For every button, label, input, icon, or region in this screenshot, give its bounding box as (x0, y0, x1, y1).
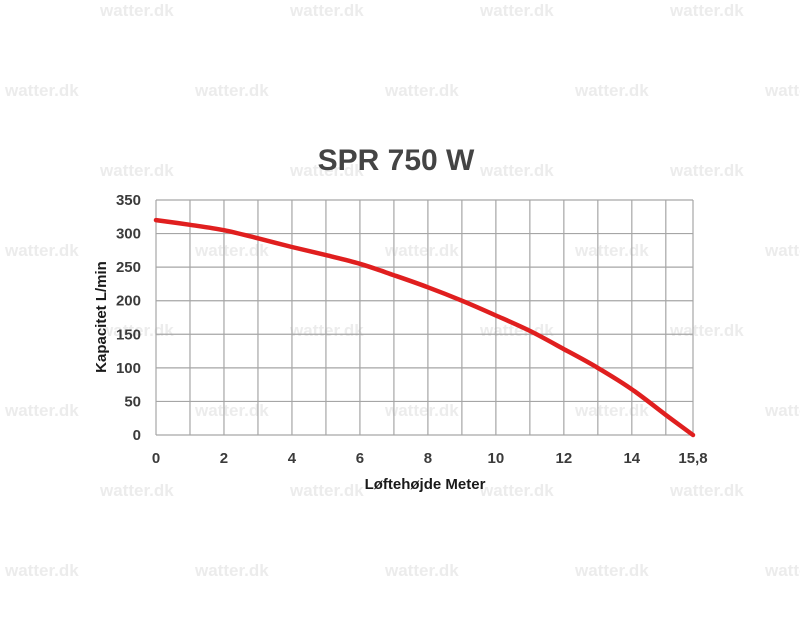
y-tick-label: 350 (116, 192, 141, 209)
watermark-text: watter.dk (669, 1, 744, 20)
y-axis-ticks: 0 50 100 150 200 250 300 350 (116, 192, 141, 444)
watermark-text: watter.dk (194, 241, 269, 260)
x-axis-ticks: 0 2 4 6 8 10 12 14 15,8 (152, 450, 708, 467)
series-line (153, 217, 696, 438)
watermark-text: watter.dk (669, 321, 744, 340)
y-tick-label: 150 (116, 326, 141, 343)
watermark-layer: watter.dk watter.dk watter.dk watter.dk watt… (4, 1, 800, 580)
watermark-text: watter.dk (289, 481, 364, 500)
watermark-text: watter.dk (99, 481, 174, 500)
watermark-text: watter.dk (99, 161, 174, 180)
y-tick-label: 300 (116, 226, 141, 243)
x-tick-label: 15,8 (678, 450, 707, 467)
watermark-text: watter.dk (479, 161, 554, 180)
watermark-text: watter.dk (4, 401, 79, 420)
watermark-text: watter.dk (669, 481, 744, 500)
grid (155, 199, 694, 436)
x-tick-label: 6 (356, 450, 364, 467)
watermark-text: watter.dk (289, 321, 364, 340)
y-tick-label: 250 (116, 259, 141, 276)
x-tick-label: 12 (556, 450, 573, 467)
watermark-text: watter.dk (574, 401, 649, 420)
watermark-text: watter.dk (4, 81, 79, 100)
x-tick-label: 10 (488, 450, 505, 467)
y-tick-label: 200 (116, 293, 141, 310)
y-tick-label: 50 (124, 393, 141, 410)
watermark-text: watter.dk (4, 561, 79, 580)
watermark-text: watter.dk (764, 81, 800, 100)
x-axis-label: Løftehøjde Meter (365, 476, 486, 493)
y-tick-label: 0 (133, 427, 141, 444)
watermark-text: watter.dk (384, 81, 459, 100)
watermark-text: watter.dk (669, 161, 744, 180)
watermark-text: watter.dk (4, 241, 79, 260)
x-tick-label: 2 (220, 450, 228, 467)
watermark-text: watter.dk (384, 401, 459, 420)
watermark-text: watter.dk (99, 1, 174, 20)
watermark-text: watter.dk (289, 161, 364, 180)
watermark-text: watter.dk (574, 561, 649, 580)
watermark-text: watter.dk (194, 81, 269, 100)
y-tick-label: 100 (116, 360, 141, 377)
watermark-text: watter.dk (194, 401, 269, 420)
watermark-text: watter.dk (574, 81, 649, 100)
watermark-text: watter.dk (764, 561, 800, 580)
x-tick-label: 14 (623, 450, 640, 467)
watermark-text: watter.dk (384, 561, 459, 580)
watermark-text: watter.dk (574, 241, 649, 260)
chart-title: SPR 750 W (318, 144, 475, 177)
watermark-text: watter.dk (764, 241, 800, 260)
watermark-text: watter.dk (194, 561, 269, 580)
x-tick-label: 0 (152, 450, 160, 467)
watermark-text: watter.dk (479, 1, 554, 20)
x-tick-label: 8 (424, 450, 432, 467)
y-axis-label: Kapacitet L/min (93, 261, 110, 373)
watermark-text: watter.dk (289, 1, 364, 20)
x-tick-label: 4 (288, 450, 297, 467)
watermark-text: watter.dk (479, 481, 554, 500)
watermark-text: watter.dk (764, 401, 800, 420)
watermark-text: watter.dk (384, 241, 459, 260)
